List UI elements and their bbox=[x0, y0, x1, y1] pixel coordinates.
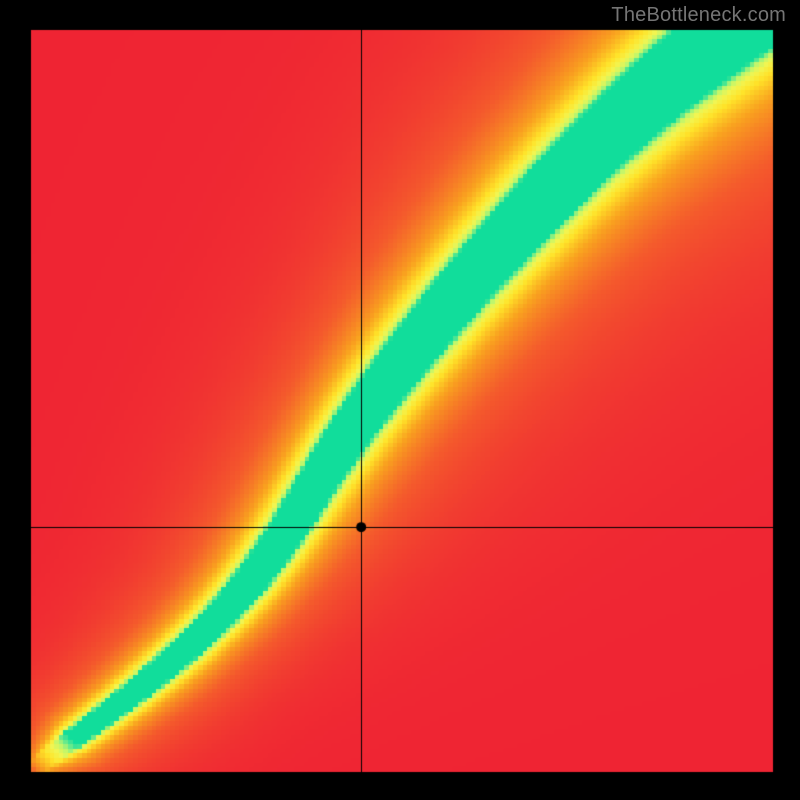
chart-container: { "watermark": "TheBottleneck.com", "can… bbox=[0, 0, 800, 800]
bottleneck-heatmap bbox=[0, 0, 800, 800]
watermark-text: TheBottleneck.com bbox=[611, 4, 786, 27]
